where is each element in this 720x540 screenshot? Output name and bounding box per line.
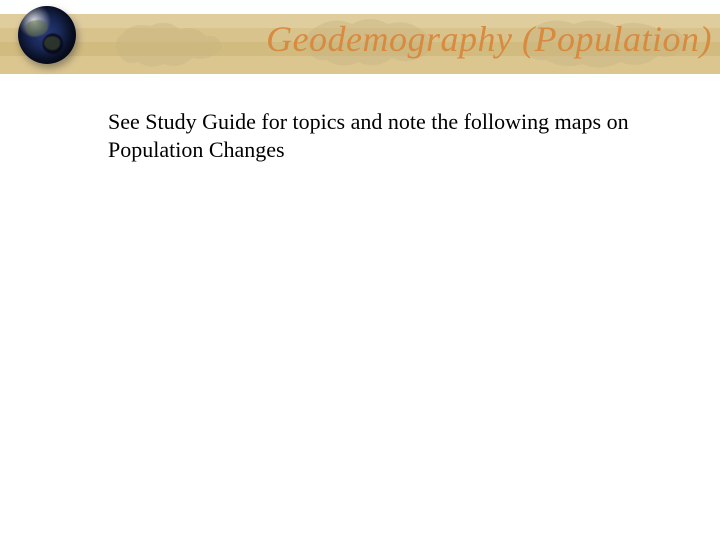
globe-icon: [18, 6, 86, 74]
slide-body-text: See Study Guide for topics and note the …: [108, 108, 680, 163]
slide: Geodemography (Population) See Study Gui…: [0, 0, 720, 540]
globe-sphere: [18, 6, 76, 64]
slide-title: Geodemography (Population): [150, 18, 712, 60]
